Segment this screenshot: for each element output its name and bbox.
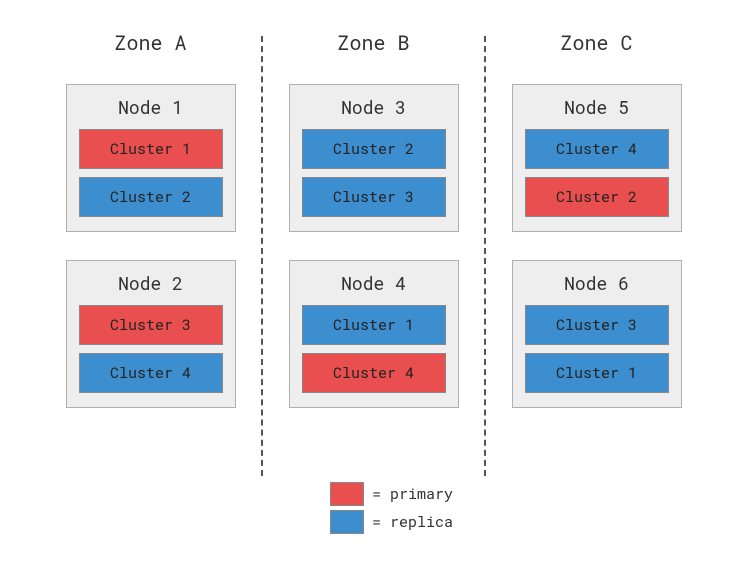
zones-row: Zone A Node 1 Cluster 1 Cluster 2 Node 2… [40, 30, 707, 476]
cluster-box: Cluster 1 [79, 129, 223, 169]
node-title: Node 6 [564, 271, 629, 295]
legend-row-primary: = primary [330, 482, 453, 506]
legend: = primary = replica [330, 482, 707, 534]
node-6: Node 6 Cluster 3 Cluster 1 [512, 260, 682, 408]
cluster-box: Cluster 2 [79, 177, 223, 217]
node-title: Node 3 [341, 95, 406, 119]
node-title: Node 1 [118, 95, 183, 119]
node-title: Node 4 [341, 271, 406, 295]
legend-row-replica: = replica [330, 510, 453, 534]
node-5: Node 5 Cluster 4 Cluster 2 [512, 84, 682, 232]
zone-a: Zone A Node 1 Cluster 1 Cluster 2 Node 2… [40, 30, 261, 436]
cluster-box: Cluster 3 [525, 305, 669, 345]
legend-swatch-primary [330, 482, 364, 506]
zone-title: Zone C [560, 30, 632, 56]
cluster-box: Cluster 3 [79, 305, 223, 345]
node-2: Node 2 Cluster 3 Cluster 4 [66, 260, 236, 408]
cluster-box: Cluster 2 [525, 177, 669, 217]
node-3: Node 3 Cluster 2 Cluster 3 [289, 84, 459, 232]
cluster-box: Cluster 4 [525, 129, 669, 169]
zone-b: Zone B Node 3 Cluster 2 Cluster 3 Node 4… [263, 30, 484, 436]
cluster-box: Cluster 2 [302, 129, 446, 169]
cluster-box: Cluster 4 [302, 353, 446, 393]
node-title: Node 5 [564, 95, 629, 119]
legend-label: = primary [372, 484, 453, 504]
node-4: Node 4 Cluster 1 Cluster 4 [289, 260, 459, 408]
node-title: Node 2 [118, 271, 183, 295]
cluster-box: Cluster 1 [525, 353, 669, 393]
legend-label: = replica [372, 512, 453, 532]
zone-title: Zone B [337, 30, 409, 56]
zone-title: Zone A [114, 30, 186, 56]
cluster-box: Cluster 4 [79, 353, 223, 393]
zone-c: Zone C Node 5 Cluster 4 Cluster 2 Node 6… [486, 30, 707, 436]
cluster-box: Cluster 3 [302, 177, 446, 217]
legend-swatch-replica [330, 510, 364, 534]
node-1: Node 1 Cluster 1 Cluster 2 [66, 84, 236, 232]
cluster-box: Cluster 1 [302, 305, 446, 345]
